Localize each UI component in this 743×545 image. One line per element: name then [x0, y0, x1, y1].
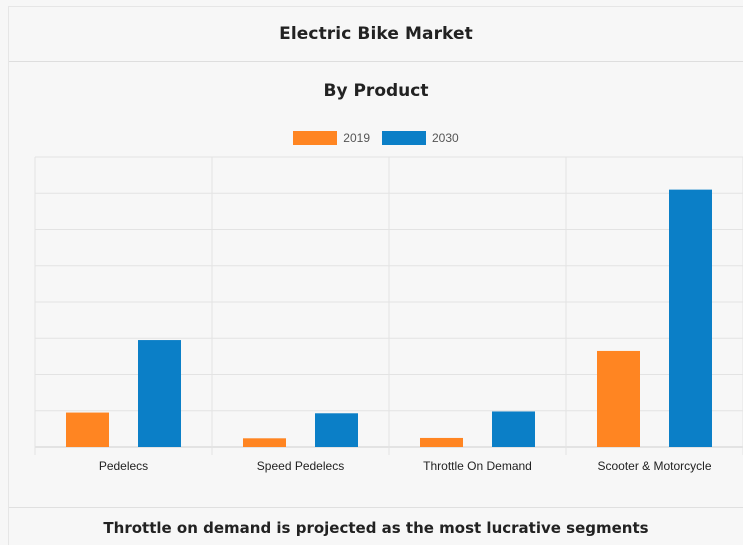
legend-item-2019[interactable]: 2019 — [293, 131, 370, 145]
bar-2019-2 — [420, 437, 463, 447]
x-tick-label: Pedelecs — [99, 459, 148, 473]
footer-divider — [9, 507, 743, 508]
bar-2019-0 — [66, 412, 109, 447]
page-title: Electric Bike Market — [9, 7, 743, 62]
chart-card: Electric Bike Market By Product 2019 203… — [8, 6, 743, 545]
legend-label-2030: 2030 — [432, 131, 459, 145]
footer-caption: Throttle on demand is projected as the m… — [103, 519, 649, 537]
bar-chart: Pedelecs Speed Pedelecs Throttle On Demand… — [34, 156, 743, 473]
bar-2030-2 — [492, 411, 535, 447]
bar-2030-0 — [138, 340, 181, 447]
x-tick-label: Speed Pedelecs — [257, 459, 344, 473]
bar-2019-1 — [243, 438, 286, 447]
legend-swatch-2030 — [382, 131, 426, 145]
bar-2030-1 — [315, 413, 358, 447]
bar-2019-3 — [597, 350, 640, 447]
chart-legend: 2019 2030 — [9, 131, 743, 145]
x-tick-label: Throttle On Demand — [423, 459, 532, 473]
bar-2030-3 — [669, 189, 712, 447]
chart-title: By Product — [323, 81, 429, 101]
legend-swatch-2019 — [293, 131, 338, 145]
legend-label-2019: 2019 — [343, 131, 370, 145]
legend-item-2030[interactable]: 2030 — [382, 131, 459, 145]
x-tick-label: Scooter & Motorcycle — [597, 459, 711, 473]
